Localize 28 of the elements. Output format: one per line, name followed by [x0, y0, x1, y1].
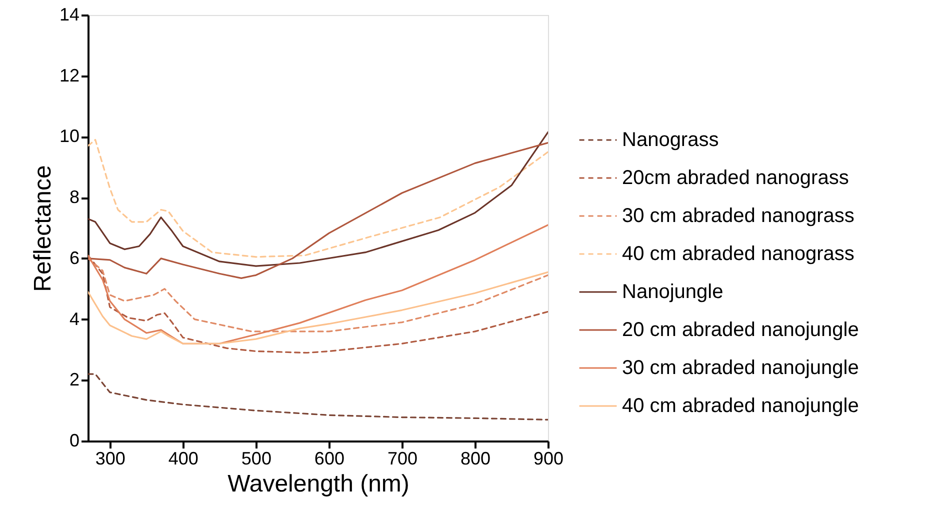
y-tick-label: 14 [59, 4, 80, 24]
line-series [88, 271, 548, 344]
x-tick-label: 400 [168, 448, 198, 468]
y-tick-label: 4 [69, 308, 80, 329]
y-tick-label: 2 [69, 370, 80, 390]
x-tick-label: 800 [460, 448, 491, 468]
legend-label: 20 cm abraded nanojungle [622, 319, 859, 341]
x-tick-label: 900 [533, 448, 564, 468]
y-axis-title: Reflectance [29, 165, 56, 292]
y-tick-label: 8 [69, 187, 80, 208]
x-tick-label: 500 [241, 448, 272, 468]
y-tick-label: 6 [69, 248, 80, 268]
x-tick-label: 600 [314, 448, 344, 468]
y-tick-label: 10 [59, 126, 80, 146]
x-tick-label: 300 [95, 448, 126, 468]
y-tick-label: 0 [69, 430, 80, 450]
legend-label: 40 cm abraded nanojungle [622, 395, 859, 417]
legend-label: 30 cm abraded nanograss [622, 205, 854, 227]
legend-label: 40 cm abraded nanograss [622, 243, 854, 265]
legend-label: Nanograss [622, 129, 719, 151]
legend-label: 30 cm abraded nanojungle [622, 357, 859, 379]
x-tick-label: 700 [387, 448, 418, 468]
line-series [88, 224, 548, 344]
y-tick-label: 12 [59, 65, 80, 86]
line-series [88, 373, 548, 420]
legend-label: 20cm abraded nanograss [622, 167, 849, 189]
legend-label: Nanojungle [622, 281, 724, 303]
x-axis-title: Wavelength (nm) [228, 470, 410, 498]
